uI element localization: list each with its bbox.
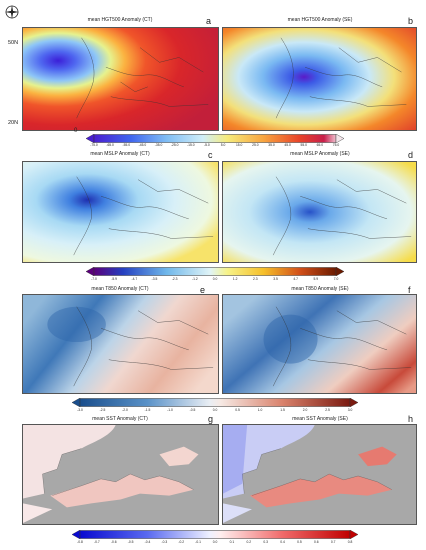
colorbar-sst-tick: -0.1	[195, 540, 201, 544]
colorbar-mslp-tick: 0.0	[212, 277, 218, 281]
colorbar-mslp-tick: -1.2	[191, 277, 198, 281]
colorbar-mslp-tick: 2.3	[253, 277, 258, 281]
map-panel-a	[22, 27, 219, 131]
colorbar-sst-ticks: -0.8 -0.7 -0.6 -0.5 -0.4 -0.3 -0.2 -0.1 0.0 0.1 0.…	[77, 540, 353, 546]
colorbar-hgt500-tick: -65.0	[106, 143, 114, 147]
colorbar-t850-tick: 2.0	[302, 408, 308, 412]
map-panel-b	[222, 27, 417, 131]
panel-f-title: mean T850 Anomaly (SE)	[291, 286, 349, 292]
panel-e-title: mean T850 Anomaly (CT)	[91, 286, 149, 292]
colorbar-hgt500-tick: 65.0	[316, 143, 324, 147]
colorbar-sst-tick: -0.5	[127, 540, 134, 544]
colorbar-mslp-tick: -3.5	[151, 277, 158, 281]
panel-e-letter: e	[200, 285, 206, 295]
colorbar-sst-tick: 0.8	[347, 540, 353, 544]
colorbar-sst-tick: 0.0	[212, 540, 218, 544]
colorbar-mslp-tick: -4.7	[131, 277, 138, 281]
colorbar-mslp	[86, 267, 344, 276]
colorbar-sst-tick: -0.4	[144, 540, 151, 544]
colorbar-sst-tick: -0.7	[94, 540, 100, 544]
colorbar-sst-tick: -0.6	[110, 540, 117, 544]
colorbar-t850-tick: 1.5	[280, 408, 285, 412]
colorbar-sst-tick: 0.7	[330, 540, 336, 544]
colorbar-hgt500-tick: -5.0	[204, 143, 210, 147]
colorbar-mslp-tick: 3.5	[273, 277, 278, 281]
panel-f-letter: f	[408, 285, 411, 295]
compass-rose-icon	[5, 5, 19, 19]
colorbar-t850-tick: 1.0	[257, 408, 263, 412]
panel-g-title: mean SST Anomaly (CT)	[92, 416, 148, 422]
lat-label-south: 20N	[8, 120, 19, 126]
colorbar-hgt500-tick: -35.0	[154, 143, 163, 147]
panel-a-title: mean HGT500 Anomaly (CT)	[87, 17, 153, 23]
colorbar-t850-ticks: -3.0 -2.5 -2.0 -1.5 -1.0 -0.5 0.0 0.5 1.0 1.5 2.0 2…	[77, 408, 353, 414]
colorbar-mslp-ticks: -7.0 -5.9 -4.7 -3.5 -2.3 -1.2 0.0 1.2 2.3 3.5 4.7 5…	[91, 277, 339, 283]
colorbar-mslp-tick: 5.9	[313, 277, 319, 281]
panel-c-letter: c	[208, 150, 213, 160]
panel-b-title: mean HGT500 Anomaly (SE)	[287, 17, 353, 23]
colorbar-t850-tick: -2.0	[122, 408, 128, 412]
colorbar-t850-tick: 0.5	[235, 408, 240, 412]
colorbar-t850-tick: 2.5	[325, 408, 330, 412]
colorbar-sst-tick: 0.1	[229, 540, 235, 544]
colorbar-hgt500-tick: 25.0	[252, 143, 259, 147]
colorbar-sst	[72, 530, 358, 539]
colorbar-hgt500-tick: 45.0	[284, 143, 291, 147]
colorbar-hgt500-tick: 75.0	[332, 143, 340, 147]
colorbar-sst-tick: -0.3	[161, 540, 168, 544]
colorbar-t850	[72, 398, 358, 407]
map-panel-d	[222, 161, 417, 263]
colorbar-mslp-tick: -2.3	[171, 277, 178, 281]
colorbar-mslp-tick: -7.0	[91, 277, 97, 281]
panel-h-title: mean SST Anomaly (SE)	[292, 416, 348, 422]
panel-b-letter: b	[408, 16, 414, 26]
colorbar-hgt500-left-arrow	[86, 134, 95, 143]
panel-h-letter: h	[408, 414, 414, 424]
map-panel-g	[22, 424, 219, 525]
panel-d-letter: d	[408, 150, 414, 160]
colorbar-hgt500	[86, 134, 344, 143]
colorbar-t850-tick: -1.0	[167, 408, 173, 412]
colorbar-hgt500-tick: -55.0	[122, 143, 131, 147]
colorbar-hgt500-tick: 55.0	[300, 143, 307, 147]
panel-c-title: mean MSLP Anomaly (CT)	[90, 151, 150, 157]
colorbar-hgt500-tick: -25.0	[170, 143, 179, 147]
map-panel-c	[22, 161, 219, 263]
colorbar-hgt500-tick: 5.0	[220, 143, 226, 147]
colorbar-hgt500-tick: -75.0	[90, 143, 98, 147]
colorbar-mslp-tick: 7.0	[333, 277, 339, 281]
colorbar-sst-tick: -0.8	[77, 540, 83, 544]
colorbar-hgt500-tick: 35.0	[268, 143, 275, 147]
colorbar-mslp-tick: 1.2	[232, 277, 238, 281]
colorbar-t850-tick: 3.0	[347, 408, 353, 412]
colorbar-hgt500-tick: -15.0	[187, 143, 195, 147]
colorbar-sst-tick: 0.2	[246, 540, 252, 544]
colorbar-hgt500-right-arrow	[335, 134, 344, 143]
colorbar-t850-tick: -0.5	[189, 408, 196, 412]
lat-label-north: 50N	[8, 40, 19, 46]
colorbar-t850-tick: -1.5	[144, 408, 151, 412]
colorbar-t850-tick: 0.0	[212, 408, 218, 412]
map-panel-e	[22, 294, 219, 394]
colorbar-mslp-tick: -5.9	[111, 277, 117, 281]
colorbar-t850-tick: -3.0	[77, 408, 83, 412]
panel-a-letter: a	[206, 16, 212, 26]
colorbar-sst-tick: 0.4	[280, 540, 285, 544]
panel-d-title: mean MSLP Anomaly (SE)	[290, 151, 350, 157]
colorbar-hgt500-tick: -45.0	[138, 143, 147, 147]
colorbar-t850-tick: -2.5	[99, 408, 106, 412]
colorbar-hgt500-ticks: -75.0 -65.0 -55.0 -45.0 -35.0 -25.0 -15.0 -5.0 5…	[90, 143, 340, 149]
zero-label: 0	[74, 128, 78, 134]
colorbar-sst-tick: 0.3	[263, 540, 268, 544]
map-panel-f	[222, 294, 417, 394]
map-panel-h	[222, 424, 417, 525]
colorbar-hgt500-tick: 15.0	[235, 143, 243, 147]
colorbar-mslp-tick: 4.7	[293, 277, 298, 281]
colorbar-sst-tick: -0.2	[178, 540, 185, 544]
panel-g-letter: g	[208, 414, 214, 424]
colorbar-sst-tick: 0.6	[313, 540, 319, 544]
colorbar-sst-tick: 0.5	[297, 540, 302, 544]
